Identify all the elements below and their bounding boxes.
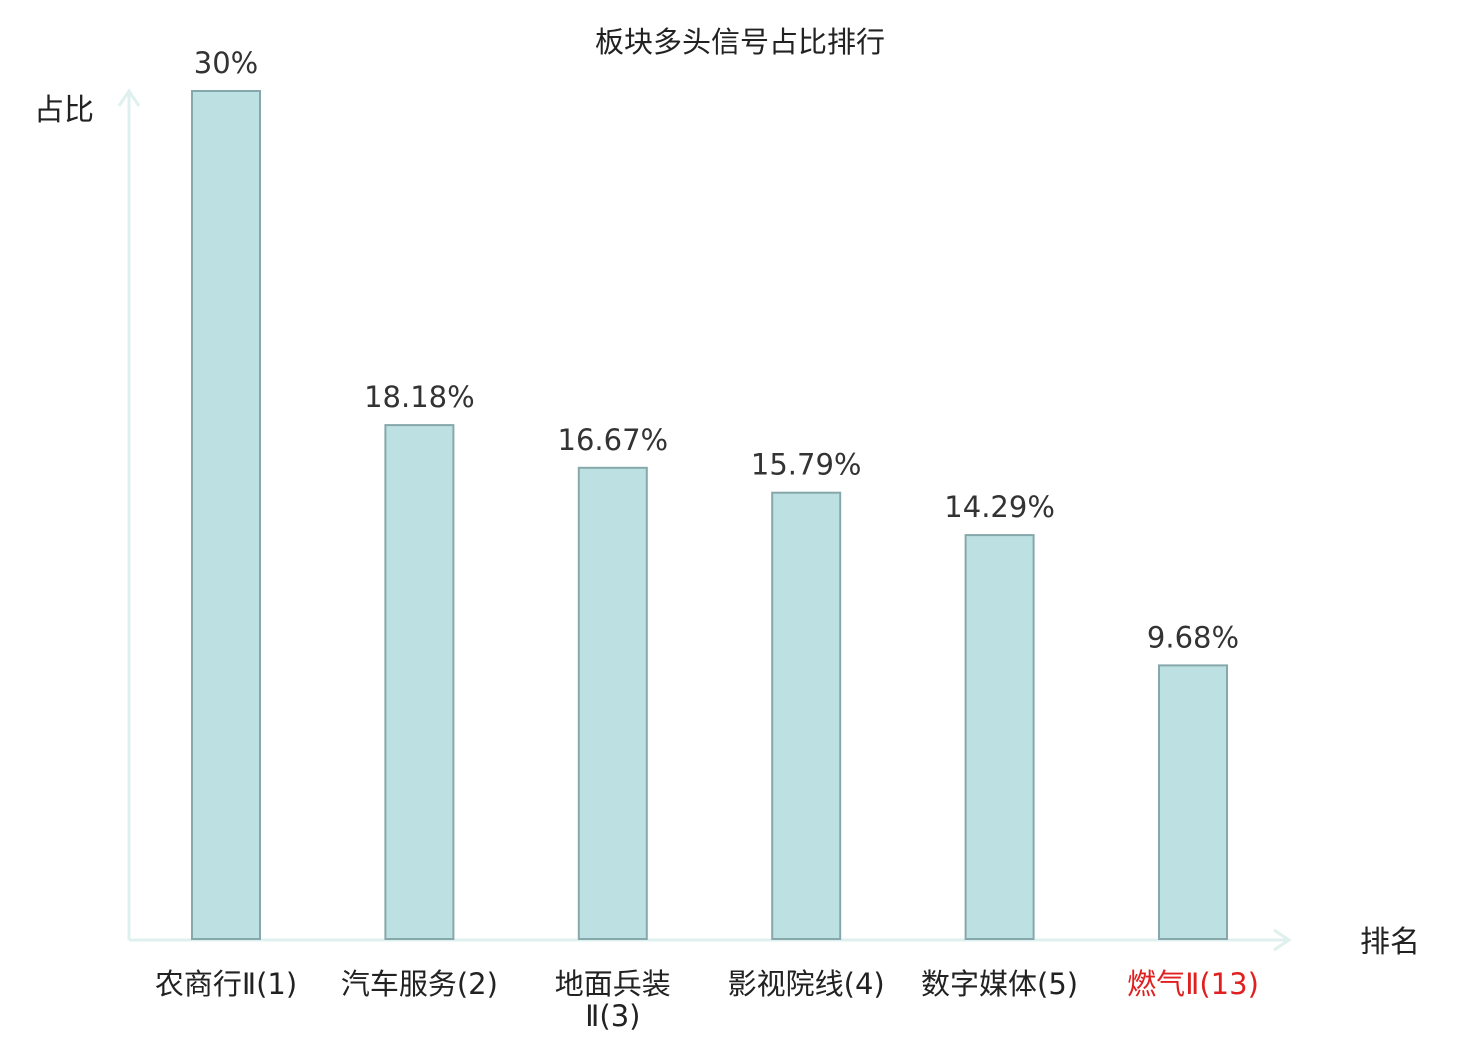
bar-6 [1158, 664, 1228, 941]
axes [117, 88, 1292, 952]
value-label-1: 30% [194, 46, 258, 80]
category-labels-group: 农商行Ⅱ(1) 汽车服务(2) 地面兵装 Ⅱ(3) 影视院线(4) 数字媒体(5) 燃气Ⅱ(… [155, 967, 1259, 1033]
category-label-3: 地面兵装 Ⅱ(3) [555, 967, 671, 1033]
value-label-6: 9.68% [1147, 620, 1239, 654]
value-label-4: 15.79% [751, 448, 862, 482]
bars-group [191, 90, 1228, 941]
y-axis-arrow [117, 88, 141, 107]
value-label-5: 14.29% [944, 490, 1055, 524]
category-label-6: 燃气Ⅱ(13) [1127, 967, 1259, 1001]
bar-4 [771, 491, 842, 940]
category-label-2: 汽车服务(2) [341, 967, 498, 1001]
category-label-3-line-2: Ⅱ(3) [585, 999, 640, 1033]
category-label-1-line-1: 农商行Ⅱ(1) [155, 967, 297, 1001]
bar-3 [577, 466, 648, 940]
category-label-4-line-1: 影视院线(4) [728, 967, 885, 1001]
x-axis-label: 排名 [1360, 925, 1420, 960]
category-label-5-line-1: 数字媒体(5) [921, 967, 1078, 1001]
category-label-1: 农商行Ⅱ(1) [155, 967, 297, 1001]
value-labels-group: 30% 18.18% 16.67% 15.79% 14.29% 9.68% [194, 46, 1239, 654]
category-label-6-line-1: 燃气Ⅱ(13) [1127, 967, 1259, 1001]
y-axis-label: 占比 [34, 93, 94, 128]
chart-title: 板块多头信号占比排行 [595, 25, 885, 59]
x-axis-arrow [1273, 928, 1292, 952]
bar-5 [964, 534, 1035, 940]
value-label-3: 16.67% [558, 423, 669, 457]
category-label-3-line-1: 地面兵装 [555, 967, 671, 1001]
category-label-4: 影视院线(4) [728, 967, 885, 1001]
bar-2 [384, 424, 455, 941]
bar-1 [191, 90, 261, 940]
category-label-2-line-1: 汽车服务(2) [341, 967, 498, 1001]
value-label-2: 18.18% [364, 380, 475, 414]
category-label-5: 数字媒体(5) [921, 967, 1078, 1001]
